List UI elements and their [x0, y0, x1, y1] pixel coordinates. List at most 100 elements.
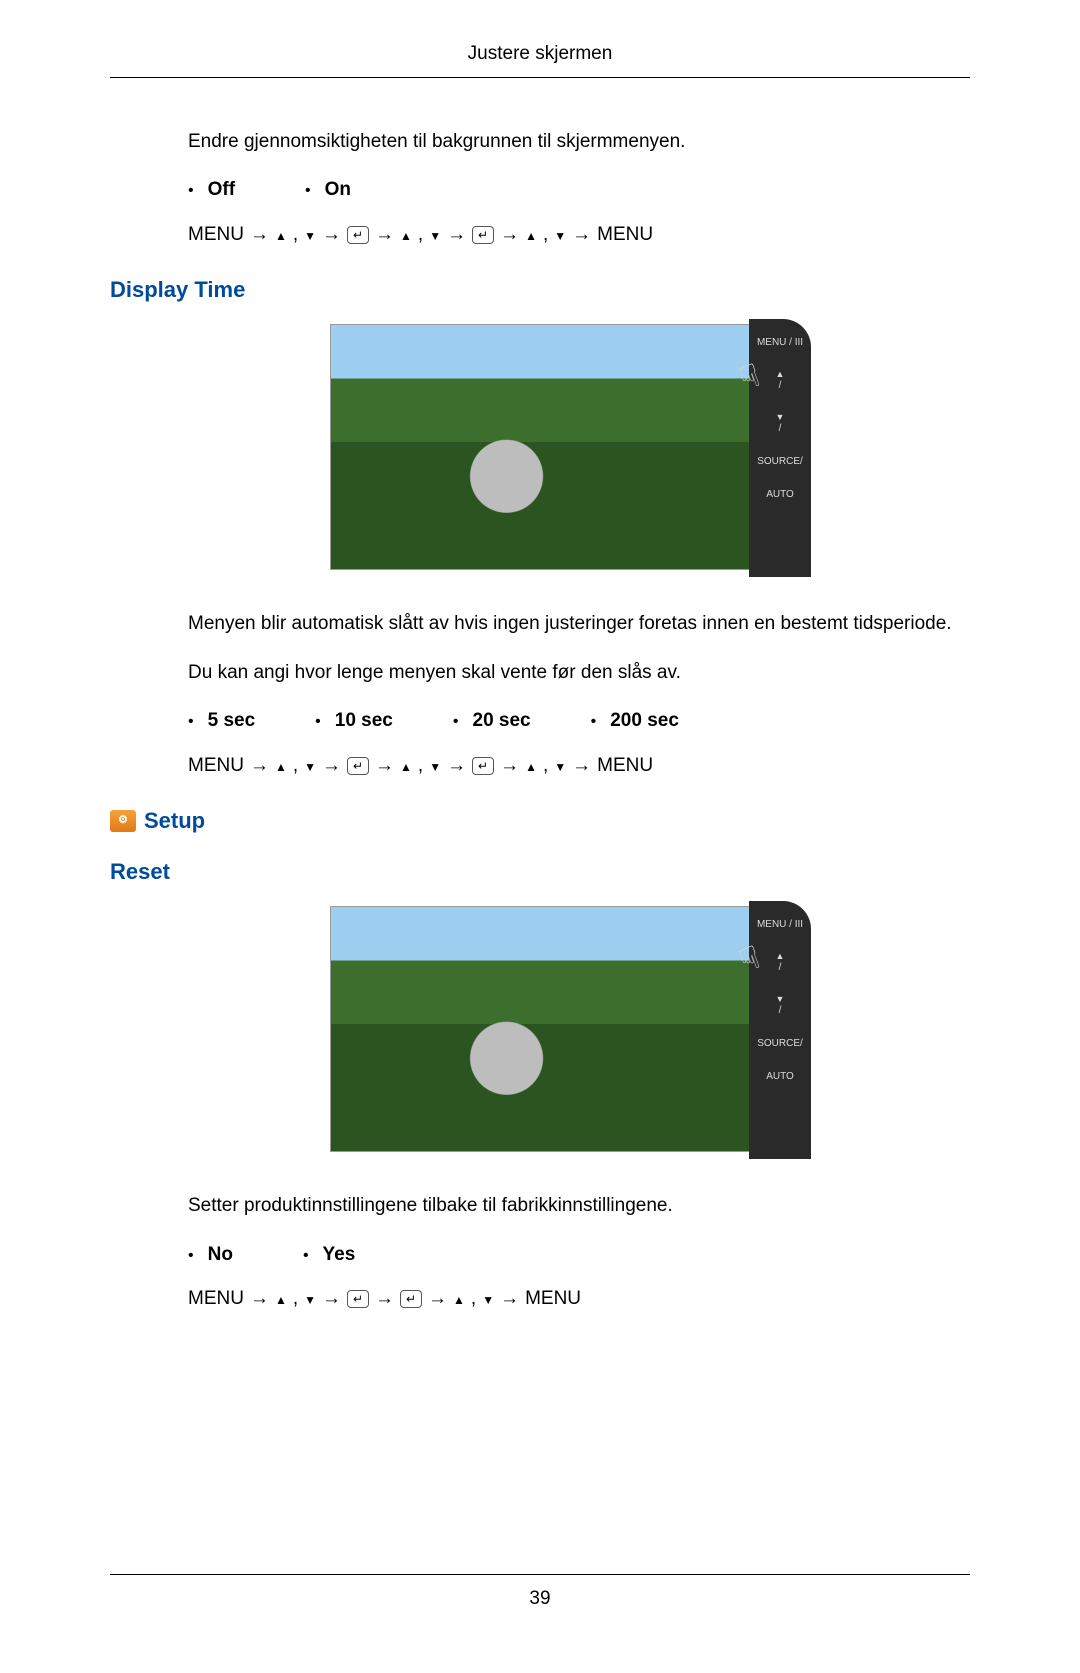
display-time-para2: Du kan angi hvor lenge menyen skal vente…: [188, 659, 970, 688]
panel-up-button: /: [776, 370, 785, 391]
arrow-right-icon: →: [322, 221, 341, 250]
enter-icon: [400, 1290, 422, 1308]
option-200sec: • 200 sec: [591, 707, 679, 736]
option-off: • Off: [188, 176, 235, 205]
triangle-up-icon: [400, 752, 412, 781]
nav-menu-end: MENU: [597, 221, 653, 250]
triangle-down-icon: [304, 1285, 316, 1314]
arrow-right-icon: →: [447, 752, 466, 781]
option-20sec: • 20 sec: [453, 707, 531, 736]
bullet-icon: •: [188, 710, 194, 734]
monitor-side-panel: MENU / III / / SOURCE/ AUTO: [749, 901, 811, 1159]
panel-source-button: SOURCE/: [757, 1038, 803, 1049]
nav-sequence-display-time: MENU → , → → , → → , → MENU: [188, 752, 970, 781]
bullet-icon: •: [453, 710, 459, 734]
arrow-right-icon: →: [250, 752, 269, 781]
monitor-photo: MENU / III / / SOURCE/ AUTO ☟: [330, 906, 750, 1152]
arrow-right-icon: →: [375, 221, 394, 250]
arrow-right-icon: →: [250, 1285, 269, 1314]
nav-sequence-reset: MENU → , → → → , → MENU: [188, 1285, 970, 1314]
option-label: Off: [208, 176, 235, 205]
transparency-intro: Endre gjennomsiktigheten til bakgrunnen …: [188, 128, 970, 157]
arrow-right-icon: →: [375, 752, 394, 781]
option-label: 200 sec: [610, 707, 679, 736]
triangle-down-icon: [304, 752, 316, 781]
triangle-down-icon: [554, 221, 566, 250]
arrow-right-icon: →: [500, 752, 519, 781]
triangle-down-icon: [429, 752, 441, 781]
transparency-options: • Off • On: [188, 176, 970, 205]
nav-sequence-transparency: MENU → , → → , → → , → MENU: [188, 221, 970, 250]
triangle-up-icon: [400, 221, 412, 250]
triangle-down-icon: [554, 752, 566, 781]
nav-menu-end: MENU: [597, 752, 653, 781]
comma: ,: [418, 221, 423, 250]
arrow-right-icon: →: [250, 221, 269, 250]
nav-menu-end: MENU: [525, 1285, 581, 1314]
option-yes: • Yes: [303, 1241, 355, 1270]
option-label: On: [325, 176, 351, 205]
comma: ,: [293, 1285, 298, 1314]
arrow-right-icon: →: [322, 1285, 341, 1314]
panel-auto-button: AUTO: [766, 1071, 794, 1082]
reset-para: Setter produktinnstillingene tilbake til…: [188, 1192, 970, 1221]
option-on: • On: [305, 176, 351, 205]
panel-down-button: /: [776, 413, 785, 434]
option-label: No: [208, 1241, 233, 1270]
arrow-right-icon: →: [500, 221, 519, 250]
triangle-down-icon: [429, 221, 441, 250]
bullet-icon: •: [188, 179, 194, 203]
arrow-right-icon: →: [375, 1285, 394, 1314]
triangle-up-icon: [525, 221, 537, 250]
enter-icon: [347, 226, 369, 244]
enter-icon: [347, 1290, 369, 1308]
panel-auto-button: AUTO: [766, 489, 794, 500]
arrow-right-icon: →: [322, 752, 341, 781]
page-container: Justere skjermen Endre gjennomsiktighete…: [0, 0, 1080, 1673]
arrow-right-icon: →: [572, 752, 591, 781]
comma: ,: [293, 221, 298, 250]
nav-menu-start: MENU: [188, 1285, 244, 1314]
option-label: 5 sec: [208, 707, 256, 736]
arrow-right-icon: →: [428, 1285, 447, 1314]
comma: ,: [471, 1285, 476, 1314]
bullet-icon: •: [303, 1244, 309, 1268]
reset-options: • No • Yes: [188, 1241, 970, 1270]
bullet-icon: •: [591, 710, 597, 734]
reset-screenshot: MENU / III / / SOURCE/ AUTO ☟: [110, 906, 970, 1152]
comma: ,: [543, 752, 548, 781]
page-footer: 39: [110, 1574, 970, 1614]
bullet-icon: •: [315, 710, 321, 734]
option-no: • No: [188, 1241, 233, 1270]
arrow-right-icon: →: [500, 1285, 519, 1314]
triangle-up-icon: [275, 1285, 287, 1314]
triangle-up-icon: [453, 1285, 465, 1314]
triangle-up-icon: [275, 221, 287, 250]
panel-down-button: /: [776, 995, 785, 1016]
option-label: Yes: [323, 1241, 356, 1270]
arrow-right-icon: →: [447, 221, 466, 250]
display-time-options: • 5 sec • 10 sec • 20 sec • 200 sec: [188, 707, 970, 736]
panel-menu-button: MENU / III: [757, 337, 803, 348]
comma: ,: [543, 221, 548, 250]
enter-icon: [472, 757, 494, 775]
comma: ,: [293, 752, 298, 781]
nav-menu-start: MENU: [188, 752, 244, 781]
reset-heading: Reset: [110, 855, 970, 888]
setup-heading-label: Setup: [144, 804, 205, 837]
triangle-up-icon: [275, 752, 287, 781]
enter-icon: [472, 226, 494, 244]
arrow-right-icon: →: [572, 221, 591, 250]
page-number: 39: [529, 1588, 550, 1609]
page-header-title: Justere skjermen: [110, 40, 970, 78]
display-time-heading: Display Time: [110, 273, 970, 306]
option-label: 20 sec: [473, 707, 531, 736]
nav-menu-start: MENU: [188, 221, 244, 250]
panel-source-button: SOURCE/: [757, 456, 803, 467]
display-time-screenshot: MENU / III / / SOURCE/ AUTO ☟: [110, 324, 970, 570]
monitor-photo: MENU / III / / SOURCE/ AUTO ☟: [330, 324, 750, 570]
monitor-side-panel: MENU / III / / SOURCE/ AUTO: [749, 319, 811, 577]
option-5sec: • 5 sec: [188, 707, 255, 736]
triangle-up-icon: [525, 752, 537, 781]
triangle-down-icon: [482, 1285, 494, 1314]
